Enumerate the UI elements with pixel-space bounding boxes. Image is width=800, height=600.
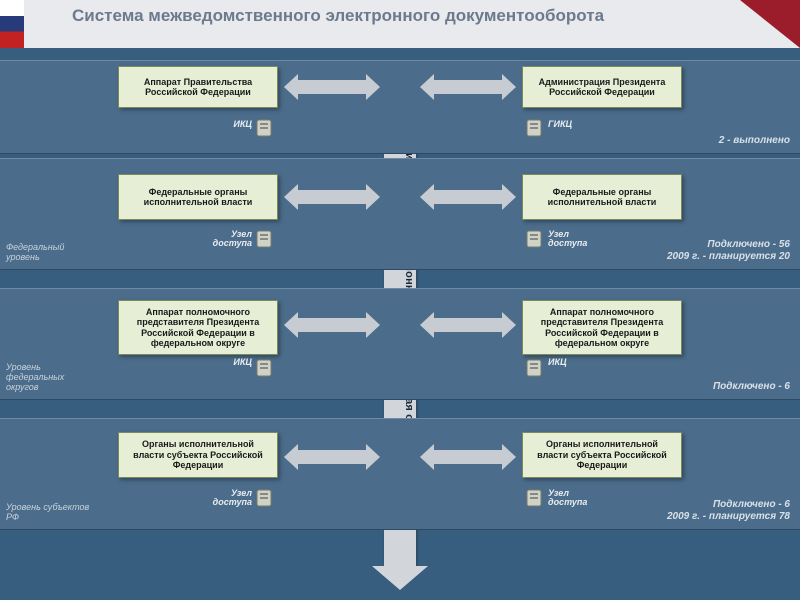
server-caption: Узел доступа bbox=[206, 489, 252, 508]
entity-label: Федеральные органы исполнительной власти bbox=[127, 187, 269, 208]
slide-header: Система межведомственного электронного д… bbox=[0, 0, 800, 48]
level-label: Уровень федеральных округов bbox=[6, 363, 94, 393]
server-icon bbox=[524, 486, 546, 510]
biarrow-icon bbox=[434, 190, 502, 204]
biarrow-icon bbox=[434, 80, 502, 94]
entity-label: Органы исполнительной власти субъекта Ро… bbox=[127, 439, 269, 470]
server-caption: ГИКЦ bbox=[548, 120, 588, 129]
level-status: Подключено - 6 bbox=[713, 381, 790, 393]
entity-label: Аппарат полномочного представителя Прези… bbox=[127, 307, 269, 348]
entity-box: Федеральные органы исполнительной власти bbox=[522, 174, 682, 220]
entity-label: Органы исполнительной власти субъекта Ро… bbox=[531, 439, 673, 470]
server-icon bbox=[524, 227, 546, 251]
entity-box: Органы исполнительной власти субъекта Ро… bbox=[118, 432, 278, 478]
server-icon bbox=[254, 486, 276, 510]
server-icon bbox=[524, 116, 546, 140]
biarrow-icon bbox=[434, 450, 502, 464]
server-icon bbox=[254, 116, 276, 140]
entity-box: Аппарат полномочного представителя Прези… bbox=[118, 300, 278, 355]
entity-label: Администрация Президента Российской Феде… bbox=[531, 77, 673, 98]
level-label: Федеральный уровень bbox=[6, 243, 94, 263]
entity-box: Органы исполнительной власти субъекта Ро… bbox=[522, 432, 682, 478]
entity-box: Аппарат полномочного представителя Прези… bbox=[522, 300, 682, 355]
server-icon bbox=[254, 356, 276, 380]
level-status: Подключено - 56 2009 г. - планируется 20 bbox=[667, 239, 790, 263]
entity-box: Администрация Президента Российской Феде… bbox=[522, 66, 682, 108]
biarrow-icon bbox=[434, 318, 502, 332]
entity-box: Федеральные органы исполнительной власти bbox=[118, 174, 278, 220]
biarrow-icon bbox=[298, 80, 366, 94]
server-caption: ИКЦ bbox=[216, 120, 252, 129]
server-caption: Узел доступа bbox=[548, 230, 594, 249]
entity-box: Аппарат Правительства Российской Федерац… bbox=[118, 66, 278, 108]
server-caption: Узел доступа bbox=[206, 230, 252, 249]
server-icon bbox=[254, 227, 276, 251]
level-status: 2 - выполнено bbox=[719, 135, 790, 147]
server-caption: ИКЦ bbox=[548, 358, 576, 367]
header-accent bbox=[740, 0, 800, 48]
level-status: Подключено - 6 2009 г. - планируется 78 bbox=[667, 499, 790, 523]
arrowhead-down-icon bbox=[372, 566, 428, 590]
entity-label: Аппарат Правительства Российской Федерац… bbox=[127, 77, 269, 98]
entity-label: Федеральные органы исполнительной власти bbox=[531, 187, 673, 208]
level-label: Уровень субъектов РФ bbox=[6, 503, 94, 523]
server-caption: Узел доступа bbox=[548, 489, 594, 508]
slide-title: Система межведомственного электронного д… bbox=[72, 6, 790, 26]
server-icon bbox=[524, 356, 546, 380]
flag-stripe bbox=[0, 0, 24, 48]
biarrow-icon bbox=[298, 318, 366, 332]
biarrow-icon bbox=[298, 190, 366, 204]
biarrow-icon bbox=[298, 450, 366, 464]
entity-label: Аппарат полномочного представителя Прези… bbox=[531, 307, 673, 348]
server-caption: ИКЦ bbox=[224, 358, 252, 367]
